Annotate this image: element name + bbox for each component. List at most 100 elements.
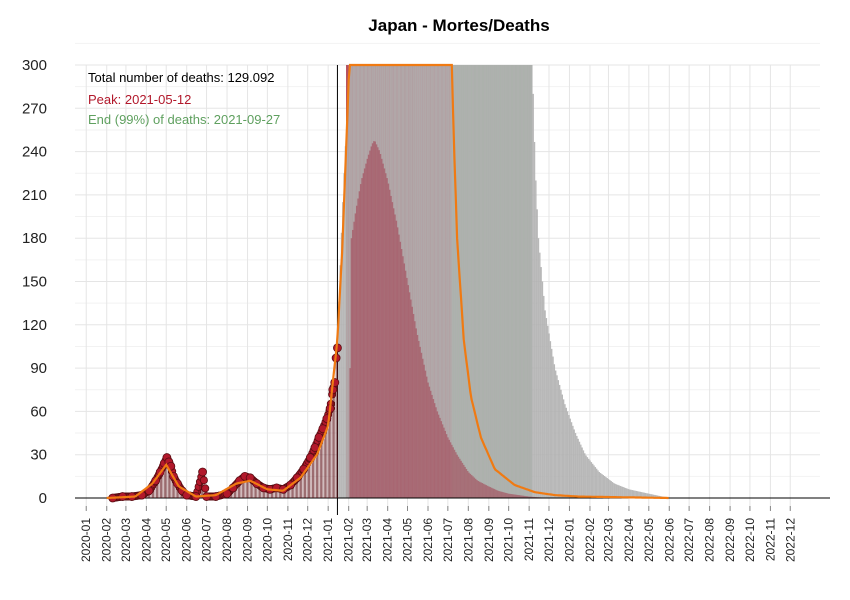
projection-bar [639,491,641,498]
projection-bar [588,458,590,498]
observed-point [199,476,208,485]
projection-bar [466,65,468,498]
estimate-bar [455,452,457,498]
y-tick-label: 0 [39,490,47,507]
x-tick-label: 2020-11 [281,518,295,561]
estimate-bar [398,234,400,498]
projection-bar [654,494,656,498]
estimate-bar [371,143,374,498]
projection-bar [418,65,421,498]
estimate-bar [369,150,371,499]
projection-bar [610,481,612,498]
estimate-bar [356,205,358,498]
projection-bar [348,65,351,498]
estimate-bar [472,476,474,498]
x-tick-label: 2021-08 [461,518,475,562]
estimate-bar [518,495,521,498]
projection-bar [531,65,533,498]
estimate-bar [522,495,524,498]
fitted-curve-line [106,63,669,500]
projection-bar [451,65,454,498]
projection-bar [609,480,611,498]
estimate-bar [379,154,382,498]
estimate-bar [477,481,480,498]
projection-bar [435,65,438,498]
projection-bar [529,65,532,498]
projection-bar [515,65,517,498]
projection-bar [453,65,455,498]
estimate-bar [408,292,411,498]
projection-bar [554,370,557,498]
projection-bar [593,465,595,498]
estimate-bar [457,456,460,498]
estimate-bar [501,491,503,498]
projection-bar [544,310,546,498]
estimate-bar [434,403,436,498]
projection-bar [498,65,500,498]
projection-bar [589,460,591,498]
y-tick-label: 30 [30,447,47,464]
projection-bar [636,491,639,498]
x-tick-label: 2021-06 [421,518,435,562]
estimate-bar [443,427,445,498]
estimate-bar [447,437,449,498]
x-tick-label: 2020-03 [119,518,133,562]
estimate-bar [361,178,363,499]
estimate-bar [349,368,351,498]
projection-bar [410,65,413,498]
estimate-bar [480,482,482,498]
projection-bar [635,490,638,498]
estimate-bar [427,382,429,498]
projection-bar [598,472,601,498]
projection-bar [432,65,434,498]
estimate-bar [486,485,489,498]
estimate-bar [415,328,417,498]
estimate-bar [534,496,536,498]
projection-bar [343,173,345,498]
x-tick-label: 2021-03 [360,518,374,562]
projection-bar [520,65,523,498]
estimate-bar [363,168,366,498]
projection-bar [634,490,636,498]
projection-bar [438,65,441,498]
estimate-bar [461,462,464,498]
projection-bar [568,415,570,498]
projection-bar [599,473,602,498]
projection-bar [558,384,561,498]
x-tick-label: 2022-05 [642,518,656,562]
fitted-curve-series [106,63,669,500]
projection-bar [474,65,476,498]
x-tick-label: 2020-06 [180,518,194,562]
x-tick-label: 2020-02 [100,518,114,562]
projection-bar [630,489,632,498]
estimate-bar [373,141,375,498]
estimate-bar [517,494,519,498]
x-tick-label: 2022-06 [662,518,676,562]
projection-bar [625,488,627,498]
estimate-bar [414,321,416,498]
projection-bar [578,441,581,498]
projection-bar [478,65,480,498]
estimate-bar [467,471,469,498]
projection-bar [619,485,622,498]
projection-bar [549,341,552,498]
projection-bar [504,65,507,498]
projection-bar [434,65,437,498]
projection-bar [409,65,411,498]
estimate-bar [404,270,407,498]
estimate-bar [426,376,428,498]
estimate-bar [482,483,485,498]
projection-bar [508,65,511,498]
projection-bar [552,356,554,498]
x-tick-label: 2022-08 [703,518,717,562]
estimate-bar [490,487,493,498]
estimate-bar [498,491,501,498]
projection-bar [491,65,493,498]
projection-bar [347,93,349,498]
projection-bar [627,489,630,498]
projection-bar [480,65,483,498]
estimate-bar [389,189,391,498]
projection-bar [461,65,463,498]
estimate-bar [519,495,522,498]
projection-bar [338,301,340,498]
